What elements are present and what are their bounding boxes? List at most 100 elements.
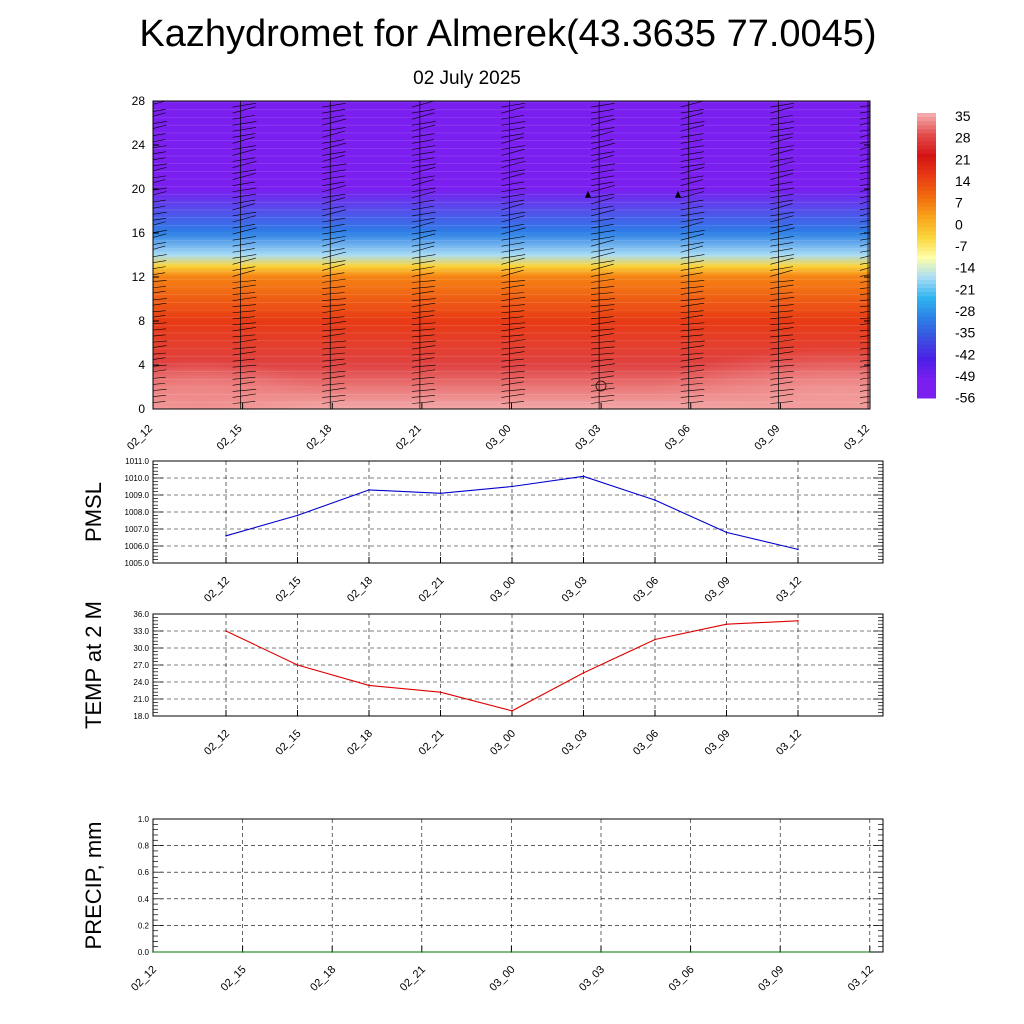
wind-barb: [232, 280, 257, 283]
wind-barb: [232, 242, 256, 247]
wind-barb: [770, 358, 793, 362]
wind-barb: [859, 129, 870, 132]
wind-barb: [411, 121, 436, 126]
wind-barb: [770, 364, 795, 368]
colorbar-swatch: [917, 178, 936, 183]
x-tick-label: 03_00: [487, 964, 517, 994]
x-tick-label: 03_03: [560, 575, 590, 605]
wind-barb: [322, 236, 346, 241]
colorbar-swatch: [917, 125, 936, 130]
data-point: [582, 475, 585, 478]
wind-barb: [591, 387, 615, 392]
wind-barb: [501, 370, 525, 374]
wind-barb: [411, 109, 435, 114]
wind-barb: [153, 109, 166, 112]
x-tick-label: 02_21: [398, 964, 428, 994]
colorbar-swatch: [917, 292, 936, 297]
wind-barb: [322, 154, 345, 162]
wind-barb: [680, 382, 703, 386]
x-tick-label: 03_12: [774, 575, 804, 605]
wind-barb: [322, 115, 345, 120]
wind-barb: [859, 274, 870, 277]
wind-barb: [232, 169, 257, 174]
x-tick-label: 02_15: [215, 423, 245, 453]
x-tick-label: 02_18: [345, 728, 375, 758]
wind-barb: [770, 284, 794, 289]
wind-barb: [859, 255, 870, 259]
wind-barb: [591, 217, 615, 223]
y-tick-label: 33.0: [133, 627, 149, 636]
wind-barb: [232, 292, 256, 295]
wind-barb: [232, 266, 256, 271]
wind-barb: [859, 262, 870, 265]
wind-barb: [322, 130, 346, 138]
colorbar-label: -14: [955, 260, 975, 276]
colorbar-swatch: [917, 121, 936, 126]
plot-frame: [152, 460, 884, 564]
wind-barb-column: [153, 101, 168, 403]
wind-barb: [859, 238, 870, 241]
wind-barb: [680, 167, 705, 174]
wind-barb: [411, 272, 434, 277]
wind-barb: [680, 245, 704, 253]
wind-barb: [153, 395, 167, 397]
colorbar-label: -49: [955, 368, 975, 384]
wind-barb: [411, 179, 435, 186]
colorbar-swatch: [917, 263, 936, 269]
wind-barb: [411, 340, 436, 344]
wind-barb: [859, 232, 870, 235]
wind-barb: [591, 151, 615, 156]
wind-barb: [322, 352, 346, 356]
colorbar-swatch: [917, 389, 936, 395]
data-point: [241, 951, 244, 953]
wind-barb: [591, 193, 615, 199]
colorbar-swatch: [917, 157, 936, 163]
wind-barb: [501, 296, 526, 301]
wind-barb: [411, 302, 436, 307]
wind-barb: [153, 191, 167, 196]
wind-barb: [232, 193, 256, 199]
wind-barb: [232, 322, 257, 326]
wind-barb: [232, 346, 257, 350]
wind-barb: [232, 358, 256, 362]
wind-barb: [859, 226, 870, 229]
y-tick-label: 0.6: [138, 868, 150, 877]
wind-barb: [232, 316, 255, 320]
wind-barb: [680, 352, 704, 356]
wind-barb: [232, 102, 257, 108]
wind-barb: [411, 345, 436, 350]
wind-barb: [770, 269, 793, 277]
wind-barb: [411, 145, 436, 150]
wind-barb: [501, 339, 526, 344]
wind-barb: [591, 263, 614, 271]
data-point: [421, 951, 423, 953]
wind-barb: [680, 163, 705, 168]
wind-barb: [322, 102, 346, 108]
wind-barb: [232, 351, 256, 356]
wind-barb: [322, 387, 346, 392]
wind-barb: [591, 340, 616, 344]
colorbar-swatch: [917, 165, 936, 171]
wind-barb: [591, 185, 615, 193]
wind-barb: [501, 358, 524, 362]
wind-barb: [501, 169, 525, 174]
wind-barb: [153, 157, 166, 161]
wind-barb: [591, 316, 614, 320]
y-tick-label: 0.8: [138, 842, 150, 851]
data-point: [296, 664, 299, 666]
wind-barb: [770, 236, 794, 241]
colorbar-swatch: [917, 129, 936, 134]
wind-barb: [591, 163, 616, 168]
wind-barb: [591, 248, 614, 253]
colorbar-swatch: [917, 385, 936, 391]
wind-barb: [770, 106, 794, 114]
wind-barb: [770, 376, 794, 380]
wind-barb: [770, 292, 793, 295]
wind-barb: [322, 340, 347, 344]
wind-barb: [411, 199, 435, 205]
wind-barb: [680, 340, 705, 344]
wind-barb: [680, 272, 703, 277]
wind-barb: [501, 310, 525, 314]
wind-barb: [322, 181, 345, 186]
wind-barb: [770, 102, 794, 108]
